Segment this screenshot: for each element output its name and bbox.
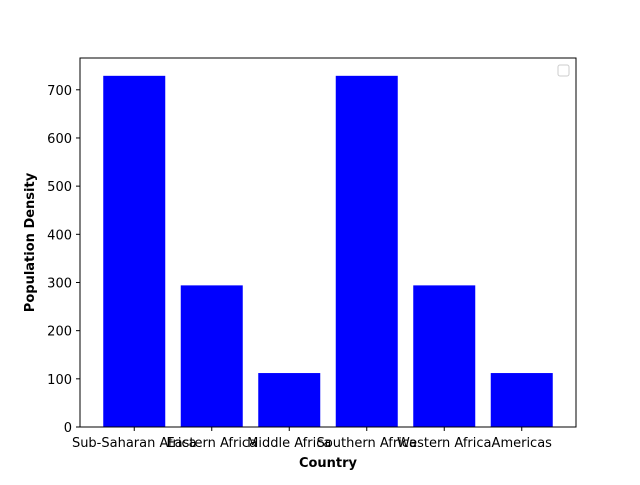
bars-layer [103, 75, 553, 427]
x-tick-label: Middle Africa [247, 436, 331, 451]
y-tick-label: 400 [47, 228, 72, 243]
plot-frame [79, 57, 577, 428]
y-tick-label: 700 [47, 84, 72, 99]
y-axis-label: Population Density [23, 172, 38, 312]
bar-2 [258, 373, 321, 427]
x-tick-label: Sub-Saharan Africa [72, 436, 197, 451]
x-tick-label: Americas [492, 436, 553, 451]
y-tick-label: 500 [47, 180, 72, 195]
x-tick-label: Western Africa [397, 436, 492, 451]
bar-3 [335, 75, 398, 427]
x-axis-label: Country [299, 456, 358, 471]
y-tick-label: 600 [47, 132, 72, 147]
y-tick-label: 200 [47, 325, 72, 340]
x-tick-label: Southern Africa [317, 436, 417, 451]
bar-5 [490, 373, 553, 427]
bar-4 [413, 285, 476, 427]
y-tick-label: 100 [47, 373, 72, 388]
y-tick-label: 0 [64, 421, 72, 436]
x-tick-label: Eastern Africa [166, 436, 257, 451]
legend-box [557, 64, 570, 77]
bar-1 [180, 285, 243, 427]
y-axis-ticks: 0 100 200 300 400 500 600 700 [47, 84, 80, 436]
bar-0 [103, 75, 166, 427]
y-tick-label: 300 [47, 276, 72, 291]
